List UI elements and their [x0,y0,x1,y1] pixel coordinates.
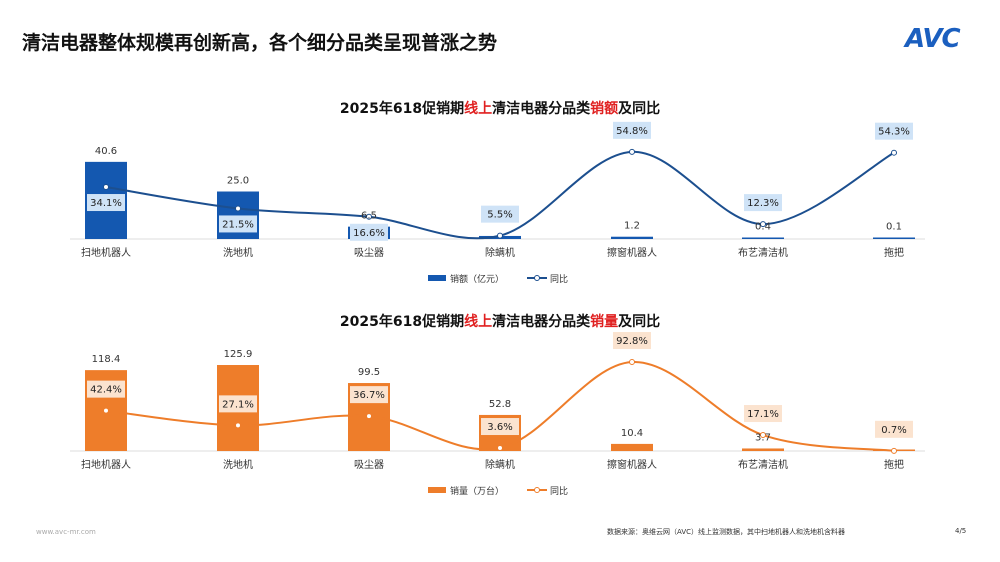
yoy-label: 54.8% [616,126,648,137]
yoy-point [235,422,241,429]
yoy-point [366,213,372,220]
tick-label: 洗地机 [223,246,253,259]
tick-label: 布艺清洁机 [738,246,788,259]
bar [611,236,653,239]
tick-label: 扫地机器人 [81,458,131,471]
bar-label: 10.4 [621,428,643,439]
tick-label: 擦窗机器人 [607,458,657,471]
yoy-point [497,232,503,239]
legend-line-marker [534,275,540,281]
bar [611,443,653,451]
footer-website: www.avc-mr.com [36,528,96,536]
yoy-label-bg [87,194,125,212]
yoy-label: 3.6% [487,422,512,433]
bar-label: 0.4 [755,222,771,233]
page-number: 4/5 [955,527,967,535]
footer-source: 数据来源：奥维云网（AVC）线上监测数据，其中扫地机器人和洗地机含料器 [607,528,846,536]
yoy-label: 36.7% [353,390,385,401]
yoy-point [235,205,241,212]
legend-line-label: 同比 [550,273,568,285]
yoy-label-bg [481,418,519,436]
yoy-label: 5.5% [487,210,512,221]
bar-label: 0.1 [886,222,902,233]
yoy-label-bg [219,215,257,233]
bar-label: 118.4 [92,354,121,365]
tick-label: 擦窗机器人 [607,246,657,259]
yoy-point [366,413,372,420]
yoy-label-bg [744,194,782,212]
legend-line-label: 同比 [550,485,568,497]
legend-line-marker [534,487,540,493]
yoy-label-bg [613,332,651,350]
bar-label: 1.2 [624,221,640,232]
yoy-label-bg [875,420,913,438]
chart-title: 2025年618促销期线上清洁电器分品类销额及同比 [340,100,660,117]
bar-label: 99.5 [358,367,380,378]
yoy-label: 27.1% [222,399,254,410]
yoy-label: 0.7% [881,425,906,436]
tick-label: 吸尘器 [354,459,384,471]
bar [742,448,784,451]
yoy-label-bg [87,380,125,398]
bar-label: 25.0 [227,176,249,187]
yoy-label: 17.1% [747,409,779,420]
yoy-label-bg [875,122,913,140]
tick-label: 除螨机 [485,458,515,471]
bar [873,237,915,239]
bar-label: 52.8 [489,399,511,410]
yoy-point [497,445,503,452]
yoy-point [891,149,897,156]
yoy-label: 21.5% [222,219,254,230]
yoy-label-bg [744,405,782,423]
legend-bar-label: 销量（万台） [450,485,504,497]
avc-logo: AVC [905,24,961,54]
tick-label: 吸尘器 [354,247,384,259]
yoy-point [103,407,109,414]
tick-label: 洗地机 [223,458,253,471]
bar-label: 3.7 [755,432,771,443]
yoy-label: 54.3% [878,127,910,138]
page-title: 清洁电器整体规模再创新高，各个细分品类呈现普涨之势 [22,32,498,54]
yoy-label: 92.8% [616,336,648,347]
yoy-label-bg [350,386,388,404]
bar-label: 125.9 [224,349,253,360]
bar-label: 40.6 [95,146,117,157]
yoy-point [103,184,109,191]
yoy-label: 42.4% [90,385,122,396]
yoy-label-bg [481,205,519,223]
tick-label: 拖把 [884,458,904,471]
chart-title: 2025年618促销期线上清洁电器分品类销量及同比 [340,313,660,330]
legend-bar-swatch [428,275,446,281]
yoy-label-bg [613,121,651,139]
yoy-point [629,148,635,155]
yoy-point [760,432,766,439]
yoy-point [760,221,766,228]
yoy-label: 34.1% [90,198,122,209]
tick-label: 除螨机 [485,246,515,259]
yoy-point [891,447,897,454]
tick-label: 扫地机器人 [81,246,131,259]
tick-label: 布艺清洁机 [738,458,788,471]
yoy-label: 16.6% [353,228,385,239]
bar-label: 6.5 [361,211,377,222]
yoy-label: 12.3% [747,198,779,209]
yoy-label-bg [350,223,388,241]
legend-bar-swatch [428,487,446,493]
yoy-label-bg [219,395,257,413]
legend-bar-label: 销额（亿元） [450,273,504,285]
tick-label: 拖把 [884,246,904,259]
bar [742,237,784,239]
yoy-point [629,359,635,366]
